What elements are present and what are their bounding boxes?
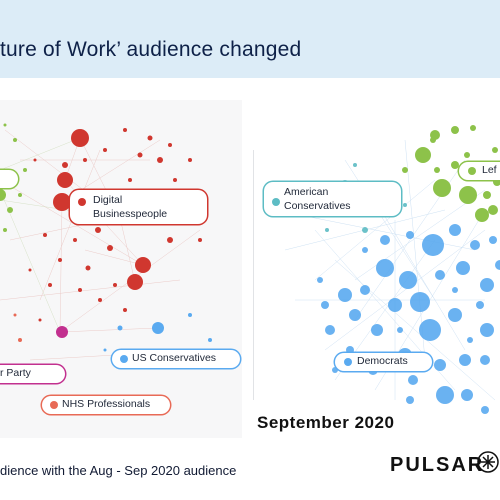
network-graph-right: American Conservatives Lef Democrats — [255, 100, 500, 438]
label-text: r Party — [0, 367, 31, 379]
cluster-dot — [50, 401, 58, 409]
label-digital-businesspeople: Digital Businesspeople — [70, 190, 207, 224]
title-bar: ture of Work’ audience changed — [0, 0, 500, 78]
cluster-dot — [468, 167, 476, 175]
cluster-dot — [120, 355, 128, 363]
cluster-dot — [272, 198, 280, 206]
label-text: Digital Businesspeople — [93, 194, 168, 220]
label-text: Lef — [482, 164, 497, 176]
label-american-conservatives: American Conservatives — [264, 182, 401, 216]
label-party: r Party — [0, 365, 65, 383]
label-text: American Conservatives — [284, 186, 351, 212]
pulsar-star-icon — [477, 451, 499, 473]
label-text: Democrats — [357, 355, 408, 367]
september-caption: September 2020 — [257, 413, 395, 432]
network-right-svg — [274, 125, 500, 414]
label-us-conservatives: US Conservatives — [112, 350, 240, 368]
cluster-dot — [78, 198, 86, 206]
label-nhs-professionals: NHS Professionals — [42, 396, 170, 414]
page-title: ture of Work’ audience changed — [0, 38, 302, 61]
label-text: US Conservatives — [132, 352, 217, 364]
label-democrats: Democrats — [335, 353, 432, 371]
network-left-svg — [0, 123, 212, 382]
panel-divider — [253, 150, 254, 400]
label-text: NHS Professionals — [62, 398, 151, 410]
pulsar-logo-text: PULSAR — [390, 454, 485, 476]
label-green-cluster — [0, 170, 18, 188]
footer-text: dience with the Aug - Sep 2020 audience — [0, 463, 237, 478]
label-left-cluster: Lef — [459, 162, 500, 180]
network-graph-left: Digital Businesspeople US Conservatives … — [0, 100, 242, 438]
cluster-dot — [344, 358, 352, 366]
